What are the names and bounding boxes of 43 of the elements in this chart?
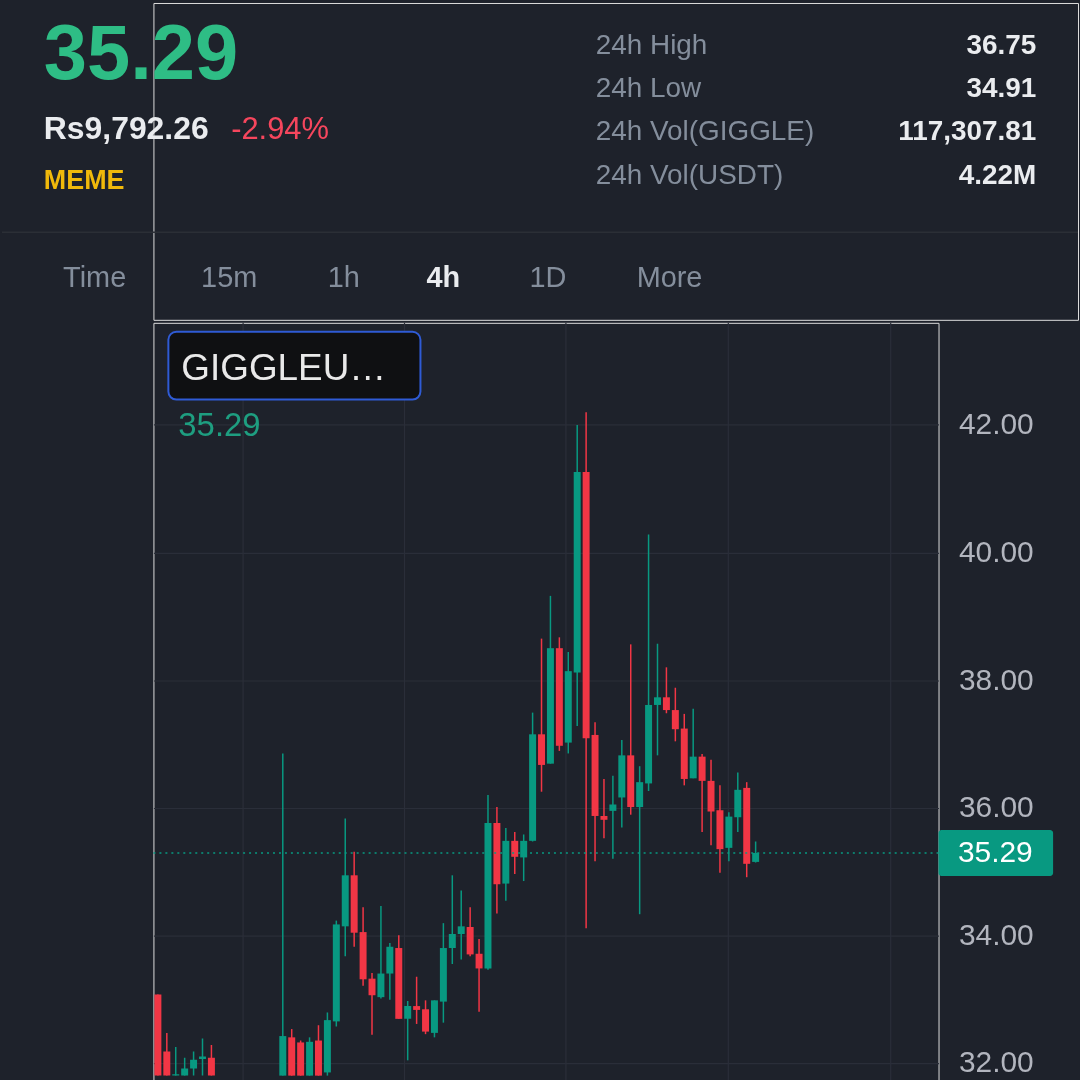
candlestick (172, 1046, 180, 1077)
text: 24h Vol(GIGGLE) (595, 115, 815, 147)
text: MEME (43, 165, 125, 196)
y-tick-label: 38.00 (958, 662, 1034, 696)
y-tick-label: 40.00 (958, 534, 1034, 568)
y-tick-label: 34.00 (958, 917, 1034, 951)
text: Rs9,792.26 (43, 110, 209, 147)
candlestick (457, 889, 465, 961)
text: GIGGLEU… (181, 346, 387, 388)
candlestick (377, 905, 385, 1000)
text: 24h Vol(USDT) (595, 159, 784, 191)
y-tick-label: 36.00 (958, 790, 1034, 824)
candlestick (475, 938, 483, 1013)
text: 36.75 (966, 28, 1037, 60)
candlestick (207, 1044, 215, 1077)
y-tick-label: 32.00 (958, 1045, 1034, 1079)
text: 15m (201, 260, 258, 293)
candlestick (448, 874, 456, 965)
text: 4.22M (958, 159, 1037, 191)
text: More (636, 260, 703, 293)
candlestick (600, 778, 608, 840)
text: 34.91 (966, 71, 1037, 103)
text: 24h Low (595, 71, 703, 103)
candlestick (654, 642, 661, 757)
candlestick (199, 1037, 206, 1077)
text: 1D (529, 260, 567, 293)
candlestick (190, 1050, 198, 1077)
text: 4h (426, 260, 461, 293)
annotation: 35.29 (178, 406, 261, 444)
y-tick-label: 42.00 (958, 407, 1034, 441)
text: 24h High (595, 28, 708, 60)
candlestick (662, 666, 670, 715)
ref-line-label: 35.29 (957, 834, 1033, 868)
candlestick (404, 1000, 412, 1062)
text: 117,307.81 (898, 115, 1037, 147)
candlestick (511, 831, 519, 875)
candlestick (671, 686, 679, 743)
candlestick (689, 708, 697, 780)
text: 1h (327, 260, 360, 293)
text: Time (63, 260, 127, 293)
candlestick (422, 999, 430, 1035)
text: -2.94% (231, 111, 329, 147)
candlestick (413, 975, 421, 1025)
